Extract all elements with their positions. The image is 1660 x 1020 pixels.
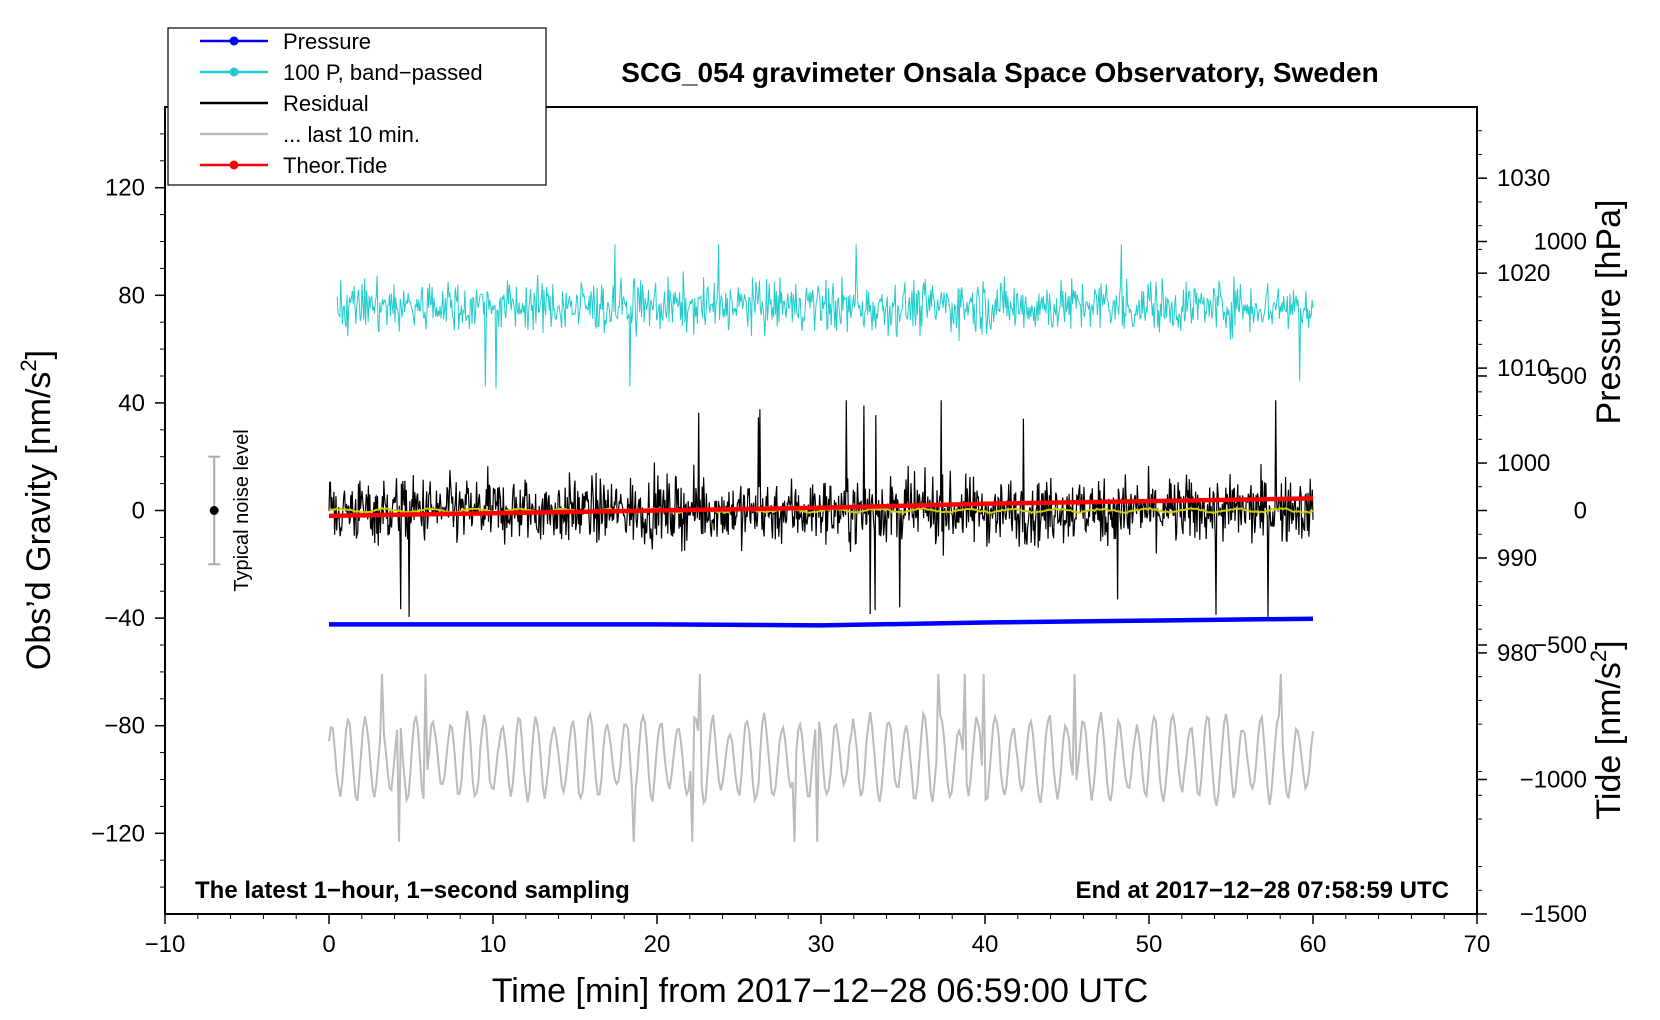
tide-axis-title-sup: 2 xyxy=(1586,650,1611,662)
y-tick-label: −40 xyxy=(104,605,145,632)
legend-label: 100 P, band−passed xyxy=(283,60,483,85)
x-tick-label: 10 xyxy=(480,931,507,958)
annotation-right: End at 2017−12−28 07:58:59 UTC xyxy=(1075,877,1449,904)
legend: Pressure 100 P, band−passed Residual ... la… xyxy=(167,27,547,186)
tide-tick-label: 0 xyxy=(1574,498,1587,525)
pressure-axis-title: Pressure [hPa] xyxy=(1590,200,1628,425)
legend-label: Theor.Tide xyxy=(283,153,387,178)
y-axis-title-sup: 2 xyxy=(16,359,41,371)
noise-indicator: Typical noise level xyxy=(208,429,253,592)
series-last-10-min-line xyxy=(328,674,1314,842)
series-theor-tide-line xyxy=(328,496,1314,519)
tide-tick-label: −1500 xyxy=(1520,901,1587,928)
y-axis-title: Obs’d Gravity [nm/s2] xyxy=(16,350,58,670)
y-tick-label: 120 xyxy=(105,175,145,202)
noise-center-dot xyxy=(209,506,219,515)
x-tick-label: 70 xyxy=(1464,931,1491,958)
x-axis-title: Time [min] from 2017−12−28 06:59:00 UTC xyxy=(492,972,1148,1010)
legend-label: ... last 10 min. xyxy=(283,122,420,147)
y-tick-label: 0 xyxy=(132,498,145,525)
series-layer xyxy=(328,244,1314,842)
pressure-tick-label: 1010 xyxy=(1497,355,1550,382)
pressure-tick-label: 1000 xyxy=(1497,450,1550,477)
y-tick-label: 80 xyxy=(118,282,145,309)
tide-tick-label: 500 xyxy=(1547,363,1587,390)
pressure-tick-label: 980 xyxy=(1497,640,1537,667)
legend-marker xyxy=(229,160,239,170)
y-axis-title-tail: ] xyxy=(20,350,58,359)
tide-axis-title-tail: ] xyxy=(1590,640,1628,649)
legend-marker xyxy=(229,67,239,77)
tide-axis-title-main: Tide [nm/s xyxy=(1590,662,1628,819)
y-axis-title-main: Obs’d Gravity [nm/s xyxy=(20,372,58,671)
x-tick-label: 30 xyxy=(808,931,835,958)
x-tick-label: 20 xyxy=(644,931,671,958)
ticks-layer: −10 0 10 20 30 40 50 60 7012080400−40−80−1201030… xyxy=(91,130,1587,958)
x-tick-label: 50 xyxy=(1136,931,1163,958)
legend-label: Pressure xyxy=(283,29,371,54)
tide-tick-label: 1000 xyxy=(1534,229,1587,256)
legend-label: Residual xyxy=(283,91,369,116)
tide-axis-title: Tide [nm/s2] xyxy=(1586,640,1628,819)
tide-tick-label: −500 xyxy=(1533,632,1587,659)
y-tick-label: −80 xyxy=(104,713,145,740)
legend-box xyxy=(167,27,547,186)
x-tick-label: 0 xyxy=(322,931,335,958)
pressure-tick-label: 990 xyxy=(1497,545,1537,572)
series-residual-line xyxy=(328,400,1314,617)
annotation-left: The latest 1−hour, 1−second sampling xyxy=(195,877,630,904)
legend-marker xyxy=(229,36,239,46)
pressure-tick-label: 1030 xyxy=(1497,165,1550,192)
x-tick-label: 60 xyxy=(1300,931,1327,958)
x-tick-label: −10 xyxy=(145,931,186,958)
x-tick-label: 40 xyxy=(972,931,999,958)
series-pressure-line xyxy=(329,616,1314,628)
y-tick-label: 40 xyxy=(118,390,145,417)
chart-title: SCG_054 gravimeter Onsala Space Observat… xyxy=(621,57,1378,88)
tide-tick-label: −1000 xyxy=(1520,767,1587,794)
pressure-tick-label: 1020 xyxy=(1497,260,1550,287)
series-band-passed-line xyxy=(336,244,1314,389)
y-tick-label: −120 xyxy=(91,820,145,847)
noise-label: Typical noise level xyxy=(231,429,253,591)
